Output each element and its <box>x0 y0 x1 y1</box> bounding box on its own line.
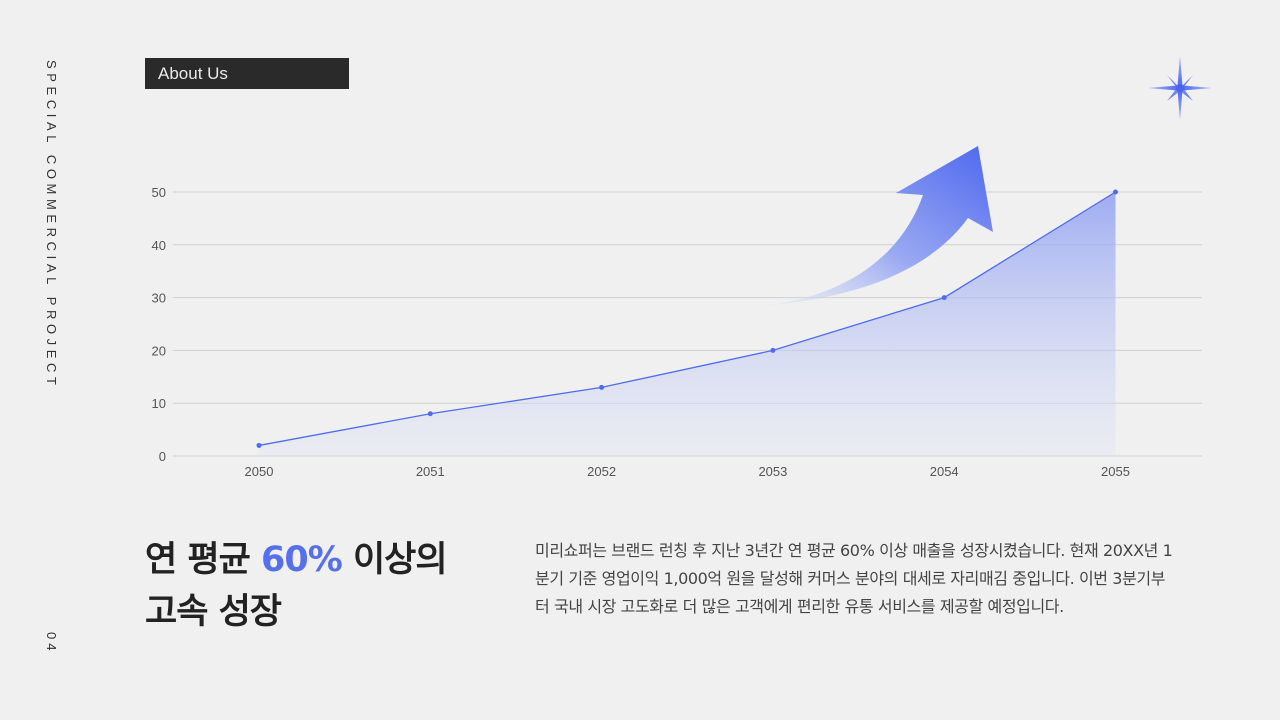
page-number: 04 <box>44 632 59 655</box>
headline-accent: 60% <box>260 540 343 580</box>
y-tick-label: 10 <box>152 396 166 411</box>
headline-part2: 이상의 <box>341 540 448 580</box>
data-point <box>427 411 433 417</box>
y-tick-label: 30 <box>152 291 166 306</box>
headline-line2: 고속 성장 <box>145 592 282 632</box>
headline: 연 평균 60% 이상의 고속 성장 <box>145 534 448 638</box>
data-point <box>770 347 776 353</box>
y-tick-label: 0 <box>159 449 166 464</box>
y-tick-label: 50 <box>152 185 166 200</box>
data-point <box>941 295 947 301</box>
y-axis-ticks: 0 10 20 30 40 50 <box>152 185 166 464</box>
x-tick-label: 2052 <box>587 464 616 479</box>
x-tick-label: 2050 <box>245 464 274 479</box>
area-fill <box>259 192 1116 456</box>
headline-part1: 연 평균 <box>145 540 261 580</box>
vertical-project-label: SPECIAL COMMERCIAL PROJECT <box>44 60 59 390</box>
growth-area-chart: 0 10 20 30 40 50 2050 2051 2052 2053 2054 2055 <box>152 146 1202 479</box>
description-paragraph: 미리쇼퍼는 브랜드 런칭 후 지난 3년간 연 평균 60% 이상 매출을 성장… <box>535 541 1173 616</box>
x-tick-label: 2051 <box>416 464 445 479</box>
sparkle-star-icon <box>1148 56 1212 120</box>
x-axis-ticks: 2050 2051 2052 2053 2054 2055 <box>245 464 1130 479</box>
x-tick-label: 2054 <box>930 464 959 479</box>
y-tick-label: 20 <box>152 343 166 358</box>
x-tick-label: 2055 <box>1101 464 1130 479</box>
y-tick-label: 40 <box>152 238 166 253</box>
data-points <box>256 189 1118 448</box>
trend-arrow-icon <box>760 146 993 306</box>
data-point <box>1113 189 1118 195</box>
data-point <box>256 442 262 448</box>
x-tick-label: 2053 <box>758 464 787 479</box>
data-line <box>258 191 1116 447</box>
data-point <box>599 384 605 390</box>
section-tag: About Us <box>145 58 349 89</box>
